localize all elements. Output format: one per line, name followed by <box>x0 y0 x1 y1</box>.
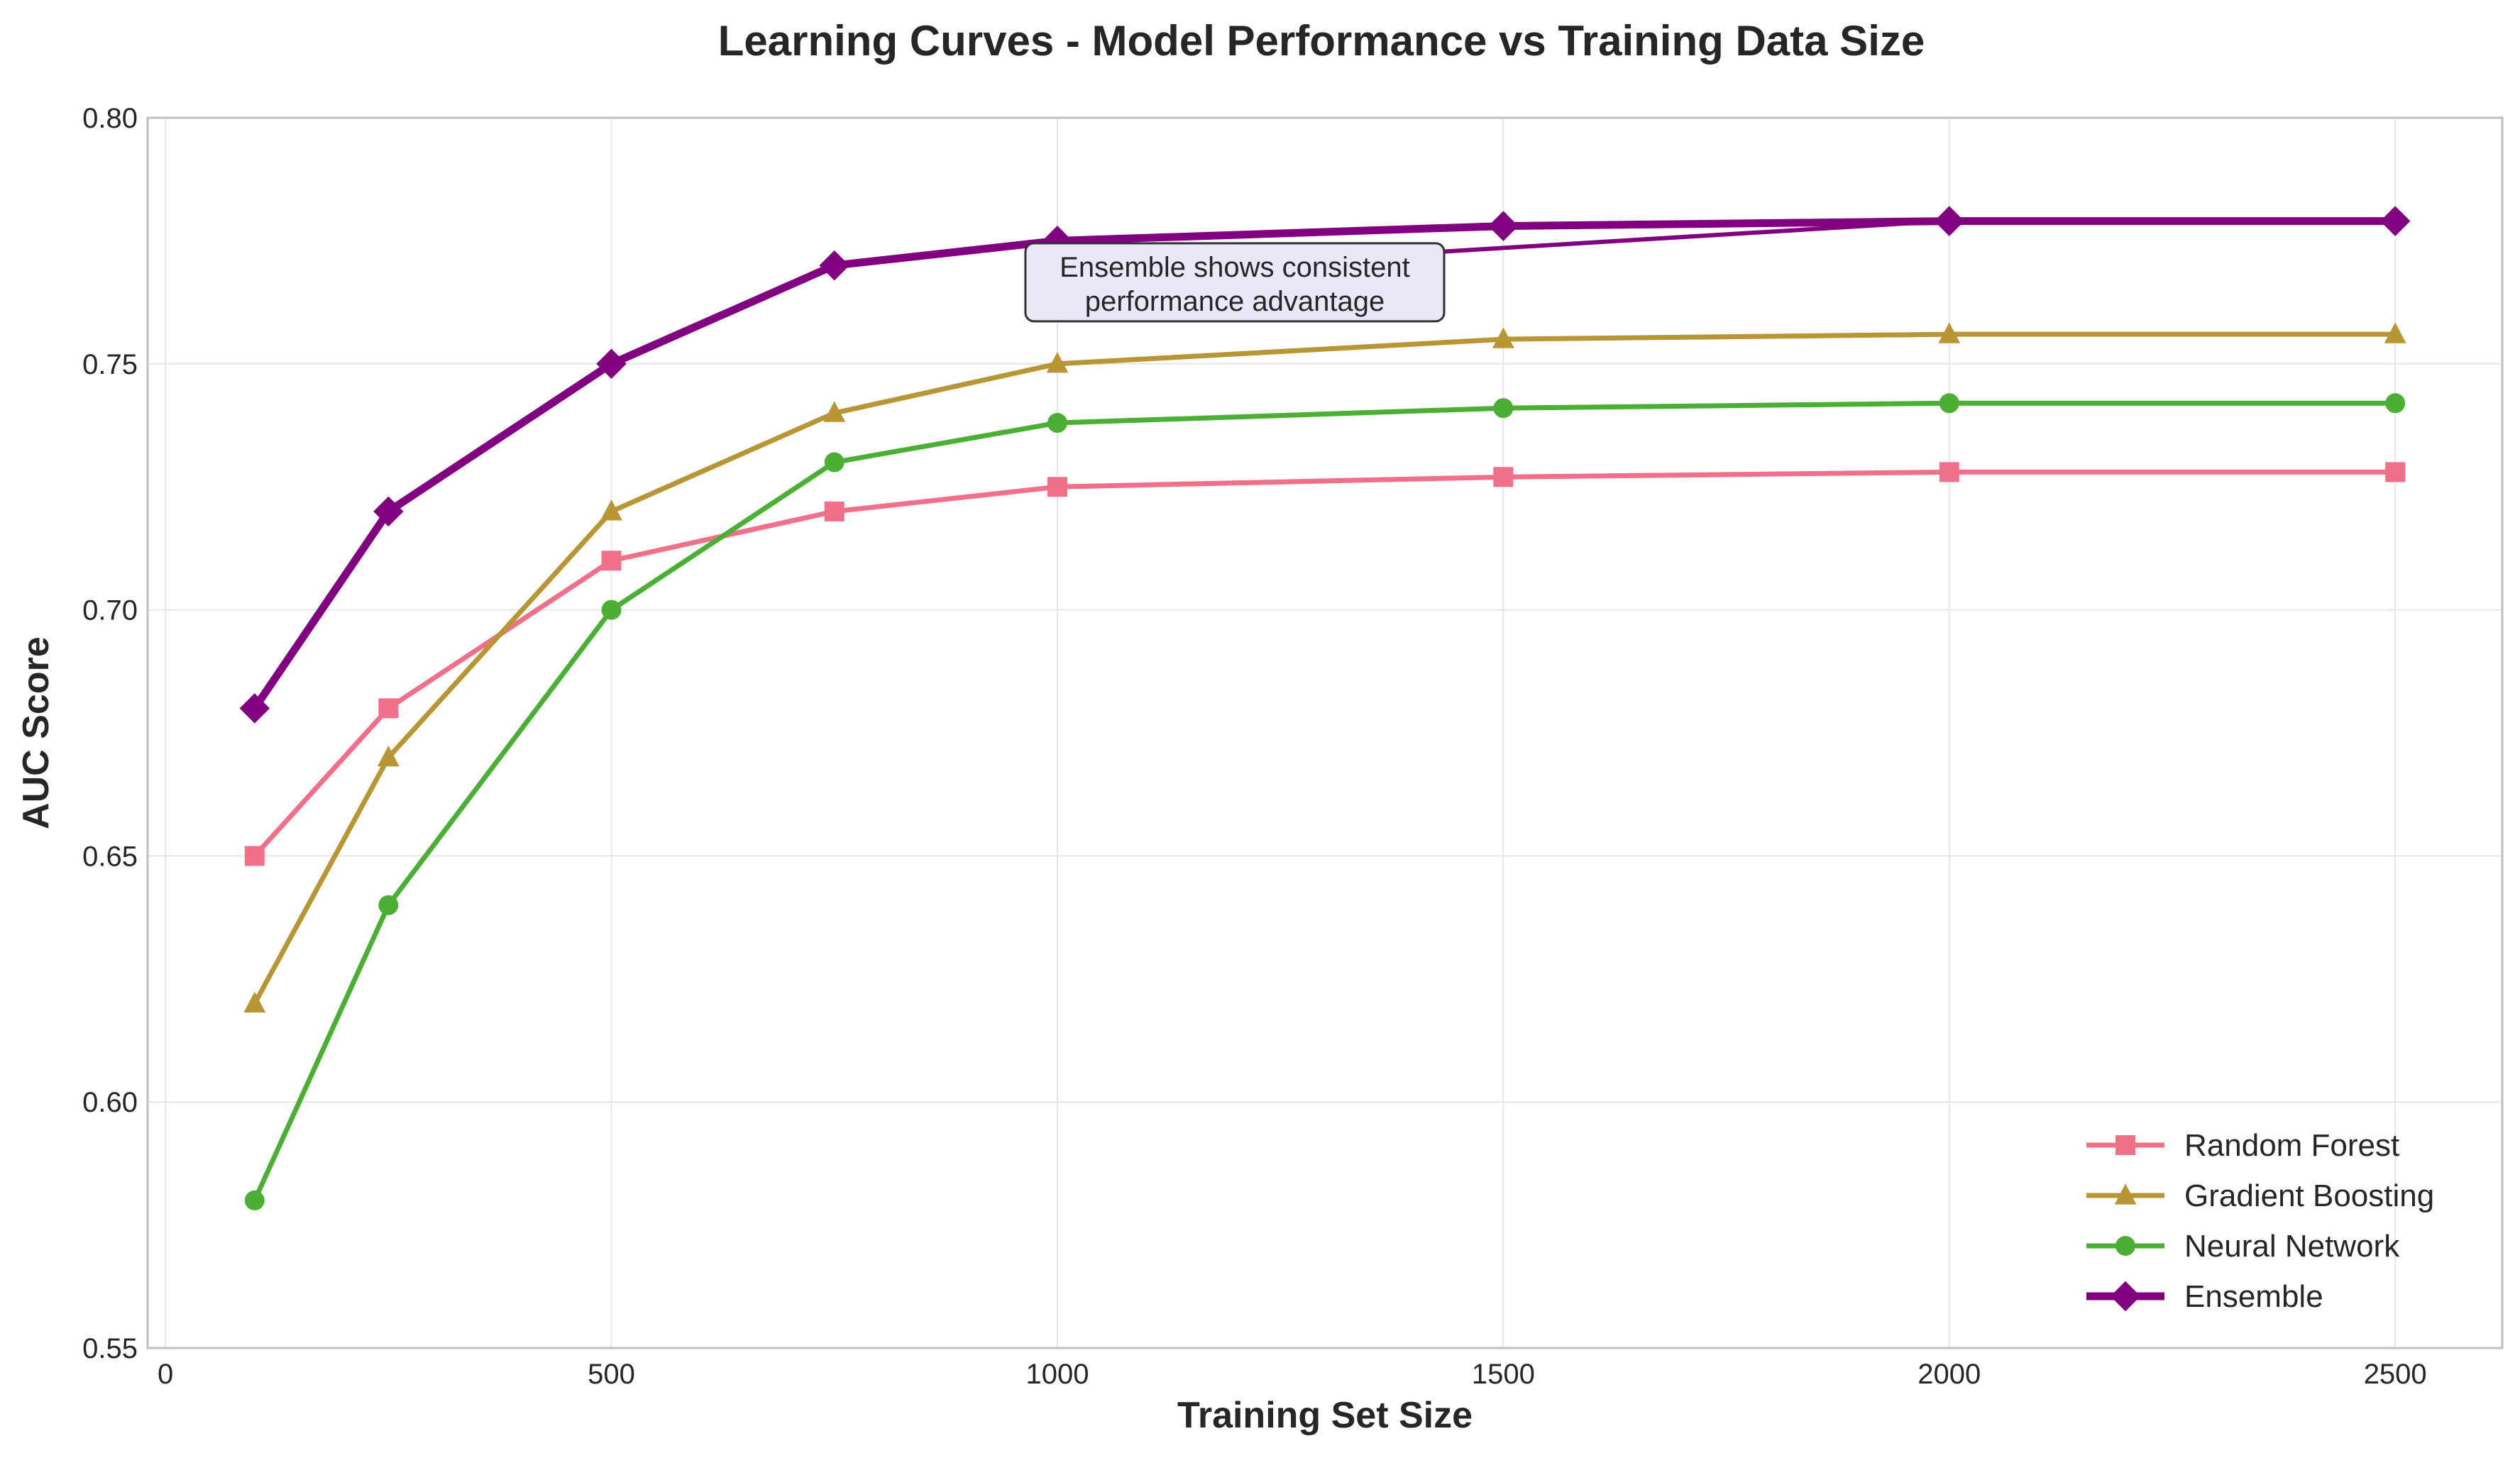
data-point-gradient-boosting <box>1046 352 1069 373</box>
y-tick-label: 0.55 <box>82 1333 138 1364</box>
y-tick-labels: 0.55 0.60 0.65 0.70 0.75 0.80 <box>82 103 138 1364</box>
data-point-neural-network <box>2385 393 2406 414</box>
data-point-gradient-boosting <box>823 401 846 422</box>
series-line-neural-network <box>252 400 2398 1203</box>
data-point-neural-network <box>1047 413 1067 433</box>
legend-label-ensemble: Ensemble <box>2184 1279 2323 1314</box>
legend-marker-neural-network <box>2115 1236 2135 1256</box>
y-tick-label: 0.80 <box>82 103 138 134</box>
y-axis-label: AUC Score <box>16 636 57 829</box>
data-point-gradient-boosting <box>243 991 266 1013</box>
data-point-gradient-boosting <box>377 745 400 767</box>
data-point-ensemble <box>1488 211 1519 241</box>
legend-item-random-forest: Random Forest <box>2086 1128 2399 1163</box>
data-point-gradient-boosting <box>2384 322 2406 343</box>
y-tick-label: 0.65 <box>82 841 138 872</box>
data-point-random-forest <box>2385 462 2406 482</box>
series-layer <box>239 206 2411 1210</box>
legend-marker-ensemble <box>2110 1281 2141 1312</box>
annotation-text-line-1: Ensemble shows consistent <box>1060 252 1410 283</box>
data-point-random-forest <box>244 846 265 866</box>
annotation: Ensemble shows consistent performance ad… <box>1024 218 1944 323</box>
data-point-ensemble <box>239 693 270 724</box>
data-point-ensemble <box>1934 206 1965 236</box>
data-point-neural-network <box>244 1190 265 1210</box>
annotation-text-line-2: performance advantage <box>1085 286 1385 317</box>
x-axis-label: Training Set Size <box>1177 1395 1473 1436</box>
legend-marker-random-forest <box>2115 1135 2135 1155</box>
annotation-arrow <box>1358 218 1944 259</box>
data-point-ensemble <box>373 496 404 527</box>
data-point-random-forest <box>824 501 844 521</box>
legend-marker-gradient-boosting <box>2114 1183 2137 1205</box>
legend-item-ensemble: Ensemble <box>2086 1279 2323 1314</box>
data-point-ensemble <box>819 250 849 281</box>
data-point-ensemble <box>2379 206 2411 236</box>
legend-label-random-forest: Random Forest <box>2184 1128 2399 1163</box>
series-line-random-forest <box>252 469 2398 858</box>
legend-label-neural-network: Neural Network <box>2184 1229 2400 1264</box>
data-point-neural-network <box>378 895 399 915</box>
legend-item-neural-network: Neural Network <box>2086 1229 2400 1264</box>
y-tick-label: 0.75 <box>82 349 138 380</box>
series-line-ensemble <box>251 217 2399 712</box>
data-point-neural-network <box>1493 398 1514 419</box>
data-point-random-forest <box>1939 462 1959 482</box>
data-point-neural-network <box>1939 393 1959 414</box>
x-tick-labels: 0 500 1000 1500 2000 2500 <box>158 1359 2427 1390</box>
x-tick-label: 500 <box>588 1359 635 1390</box>
chart-title: Learning Curves - Model Performance vs T… <box>718 17 1925 65</box>
x-tick-label: 1500 <box>1472 1359 1535 1390</box>
series-gradient-boosting <box>243 322 2406 1013</box>
plot-frame <box>146 116 2504 1349</box>
legend: Random Forest Gradient Boosting Neural Net… <box>2086 1128 2434 1314</box>
y-tick-label: 0.70 <box>82 595 138 626</box>
data-point-neural-network <box>824 452 844 473</box>
data-point-random-forest <box>378 698 399 719</box>
data-point-gradient-boosting <box>1492 327 1514 348</box>
legend-label-gradient-boosting: Gradient Boosting <box>2184 1178 2434 1213</box>
x-tick-label: 0 <box>158 1359 173 1390</box>
data-point-gradient-boosting <box>600 499 622 521</box>
data-point-gradient-boosting <box>1938 322 1961 343</box>
y-tick-label: 0.60 <box>82 1087 138 1118</box>
annotation-box <box>1024 242 1446 323</box>
series-neural-network <box>244 393 2406 1210</box>
data-point-random-forest <box>601 551 622 571</box>
data-point-ensemble <box>596 348 627 380</box>
x-tick-label: 2000 <box>1917 1359 1981 1390</box>
data-point-random-forest <box>1493 467 1514 487</box>
series-line-gradient-boosting <box>252 331 2398 1006</box>
legend-item-gradient-boosting: Gradient Boosting <box>2086 1178 2434 1213</box>
data-point-neural-network <box>601 600 622 620</box>
series-random-forest <box>244 462 2406 866</box>
x-tick-label: 2500 <box>2364 1359 2427 1390</box>
x-tick-label: 1000 <box>1025 1359 1089 1390</box>
data-point-random-forest <box>1047 477 1067 497</box>
